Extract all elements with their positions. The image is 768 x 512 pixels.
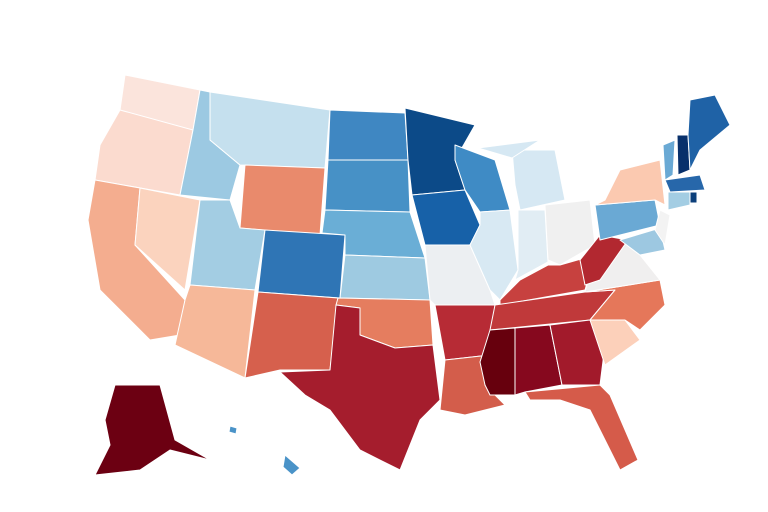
map-region bbox=[174, 284, 256, 379]
map-region bbox=[619, 227, 666, 256]
map-region bbox=[228, 425, 238, 435]
map-region bbox=[244, 291, 339, 379]
map-region bbox=[469, 209, 519, 301]
map-region bbox=[687, 94, 731, 171]
map-region bbox=[134, 187, 201, 291]
map-region bbox=[689, 191, 698, 204]
map-region bbox=[667, 191, 691, 211]
map-region bbox=[324, 159, 411, 213]
map-region bbox=[282, 454, 301, 476]
map-region bbox=[94, 384, 211, 476]
map-region bbox=[654, 209, 671, 246]
map-region bbox=[511, 149, 566, 211]
map-region bbox=[514, 324, 563, 396]
map-region bbox=[257, 229, 346, 299]
map-region bbox=[327, 109, 409, 161]
map-region bbox=[544, 199, 596, 266]
map-region bbox=[594, 159, 666, 206]
map-region bbox=[477, 139, 541, 159]
map-region bbox=[514, 209, 549, 281]
map-region bbox=[239, 164, 326, 236]
map-region bbox=[579, 234, 629, 286]
map-region bbox=[664, 174, 706, 193]
map-region bbox=[549, 319, 606, 386]
map-region bbox=[584, 279, 666, 331]
map-region bbox=[279, 304, 441, 471]
map-region bbox=[524, 384, 639, 471]
map-region bbox=[411, 189, 481, 246]
map-region bbox=[662, 139, 676, 181]
map-region bbox=[339, 254, 431, 301]
